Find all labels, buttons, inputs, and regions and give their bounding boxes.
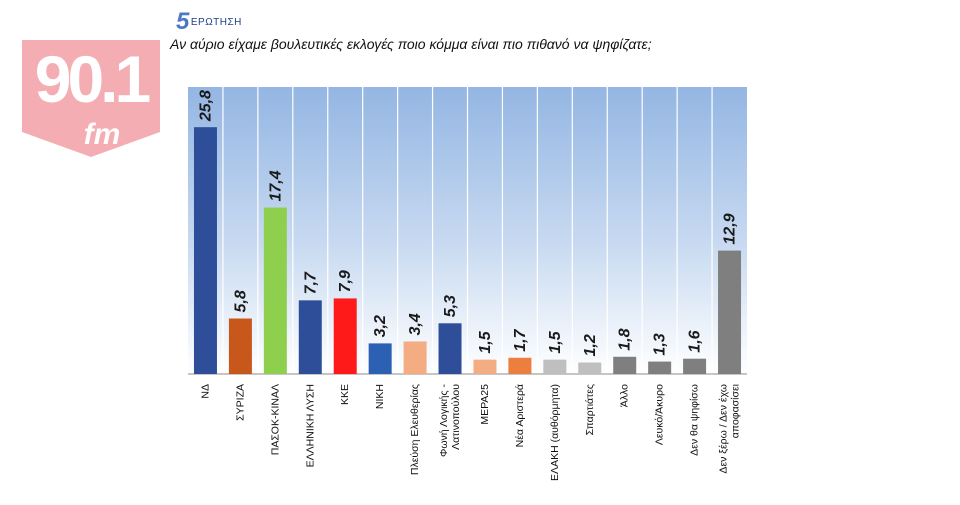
bar-value-label: 5,8: [232, 290, 249, 312]
bar-value-label: 1,3: [652, 333, 669, 355]
bar: [228, 318, 252, 374]
category-label: Φωνή Λογικής -: [438, 384, 450, 458]
bar: [473, 359, 497, 374]
question-number-badge: 5ΕΡΩΤΗΣΗ: [176, 8, 242, 36]
bar: [543, 359, 567, 374]
category-label: ΠΑΣΟΚ-ΚΙΝΑΛ: [269, 384, 281, 455]
bar: [263, 207, 287, 374]
bar: [578, 362, 602, 374]
category-label: Λατινοπούλου: [450, 384, 462, 450]
category-label: ΕΛΛΗΝΙΚΗ ΛΥΣΗ: [304, 384, 316, 467]
bar: [193, 127, 217, 375]
bar: [438, 323, 462, 374]
bar-value-label: 1,6: [687, 330, 704, 352]
bar: [613, 356, 637, 374]
bar-value-label: 7,9: [337, 270, 354, 292]
bar: [333, 298, 357, 374]
chart-title: Αν αύριο είχαμε βουλευτικές εκλογές ποιο…: [170, 36, 652, 52]
category-label: Δεν ξέρω / Δεν έχω: [718, 384, 730, 474]
category-label: ΝΔ: [199, 384, 211, 399]
bar-value-label: 3,2: [372, 315, 389, 337]
category-label: ΜΕΡΑ25: [479, 384, 491, 425]
category-label: Σπαρτιάτες: [584, 384, 596, 435]
bar: [368, 343, 392, 374]
logo-fm: fm: [84, 118, 121, 151]
bar-value-label: 1,2: [582, 334, 599, 356]
bar: [403, 341, 427, 374]
bar: [508, 357, 532, 374]
bar: [298, 300, 322, 374]
bar-value-label: 1,8: [617, 328, 634, 350]
category-label: αποφασίσει: [730, 383, 742, 438]
bar-value-label: 1,5: [477, 330, 494, 353]
bar-value-label: 5,3: [442, 295, 459, 317]
bar-value-label: 17,4: [267, 170, 284, 201]
question-label: ΕΡΩΤΗΣΗ: [190, 17, 242, 28]
bar-value-label: 7,7: [302, 271, 319, 294]
bar-value-label: 1,5: [547, 330, 564, 353]
category-label: ΝΙΚΗ: [374, 384, 386, 409]
category-label: ΕΛΑΚΗ (αυθόρμητα): [549, 384, 561, 481]
radio-logo: 90.1 fm: [22, 40, 160, 157]
bar-value-label: 25,8: [197, 90, 214, 122]
category-label: Άλλο: [619, 384, 631, 407]
logo-frequency: 90.1: [35, 42, 150, 116]
category-label: Νέα Αριστερά: [514, 384, 526, 447]
category-label: ΣΥΡΙΖΑ: [234, 384, 246, 421]
bar: [718, 250, 742, 374]
logo-shield: [22, 40, 160, 157]
bar: [683, 358, 707, 374]
bar-value-label: 3,4: [407, 313, 424, 335]
category-label: Δεν θα ψηφίσω: [689, 384, 701, 456]
category-label: ΚΚΕ: [339, 384, 351, 405]
category-label: Λευκό/Άκυρο: [654, 384, 666, 445]
category-label: Πλεύση Ελευθερίας: [409, 384, 421, 475]
question-number: 5: [176, 8, 190, 35]
bar-value-label: 1,7: [512, 328, 529, 351]
bar-value-label: 12,9: [722, 213, 739, 244]
bar: [648, 361, 672, 374]
